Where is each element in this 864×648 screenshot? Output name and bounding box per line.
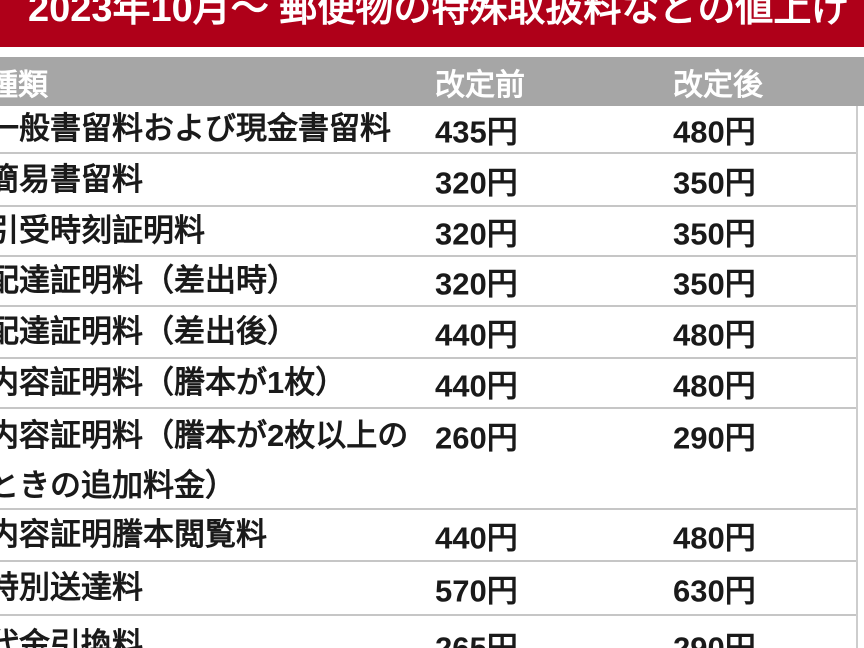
row-label: 特別送達料 [0, 570, 143, 605]
fee-table-body: 一般書留料および現金書留料 435円 480円 簡易書留料 320円 350円 … [0, 106, 864, 648]
right-crop-mask [858, 106, 864, 648]
table-row: 引受時刻証明料 320円 350円 [0, 205, 864, 255]
row-price-after: 350円 [673, 266, 756, 302]
title-banner: 2023年10月〜 郵便物の特殊取扱料などの値上げ [0, 0, 864, 47]
row-price-before: 440円 [435, 520, 518, 556]
row-price-after: 480円 [673, 368, 756, 404]
row-price-before: 320円 [435, 266, 518, 302]
row-label: 簡易書留料 [0, 161, 143, 197]
table-row: 配達証明料（差出時） 320円 350円 [0, 255, 864, 305]
row-price-before: 440円 [435, 368, 518, 404]
row-price-after: 350円 [673, 216, 756, 252]
row-label: 引受時刻証明料 [0, 213, 205, 248]
row-label: 代金引換料 [0, 627, 143, 648]
row-price-after: 480円 [673, 114, 756, 150]
row-price-before: 440円 [435, 317, 518, 353]
page-title: 2023年10月〜 郵便物の特殊取扱料などの値上げ [28, 0, 850, 30]
row-label: 一般書留料および現金書留料 [0, 111, 391, 146]
row-label: 内容証明料（謄本が1枚） [0, 365, 347, 400]
table-right-border [856, 106, 858, 648]
column-header-before: 改定前 [435, 68, 525, 102]
table-row: 特別送達料 570円 630円 [0, 560, 864, 614]
row-label: 内容証明料（謄本が2枚以上のときの追加料金） [0, 418, 409, 503]
row-price-before: 435円 [435, 114, 518, 150]
column-header-after: 改定後 [673, 68, 763, 102]
row-price-after: 290円 [673, 630, 756, 648]
row-price-after: 480円 [673, 520, 756, 556]
row-label: 配達証明料（差出後） [0, 314, 298, 349]
row-label: 配達証明料（差出時） [0, 263, 298, 298]
row-price-before: 570円 [435, 573, 518, 609]
row-price-after: 480円 [673, 317, 756, 353]
row-price-after: 350円 [673, 165, 756, 200]
row-price-before: 260円 [435, 420, 518, 456]
table-row: 代金引換料 265円 290円 [0, 614, 864, 648]
row-price-after: 290円 [673, 420, 756, 456]
table-row: 簡易書留料 320円 350円 [0, 152, 864, 205]
row-price-before: 320円 [435, 165, 518, 200]
table-row: 一般書留料および現金書留料 435円 480円 [0, 106, 864, 152]
row-price-after: 630円 [673, 573, 756, 609]
table-row: 内容証明料（謄本が2枚以上のときの追加料金） 260円 290円 [0, 407, 864, 508]
row-label: 内容証明謄本閲覧料 [0, 517, 267, 552]
table-row: 配達証明料（差出後） 440円 480円 [0, 305, 864, 357]
table-header-row: 種類 改定前 改定後 [0, 57, 864, 106]
table-row: 内容証明料（謄本が1枚） 440円 480円 [0, 357, 864, 407]
row-price-before: 265円 [435, 630, 518, 648]
column-header-type: 種類 [0, 68, 48, 102]
row-price-before: 320円 [435, 216, 518, 252]
table-row: 内容証明謄本閲覧料 440円 480円 [0, 508, 864, 560]
